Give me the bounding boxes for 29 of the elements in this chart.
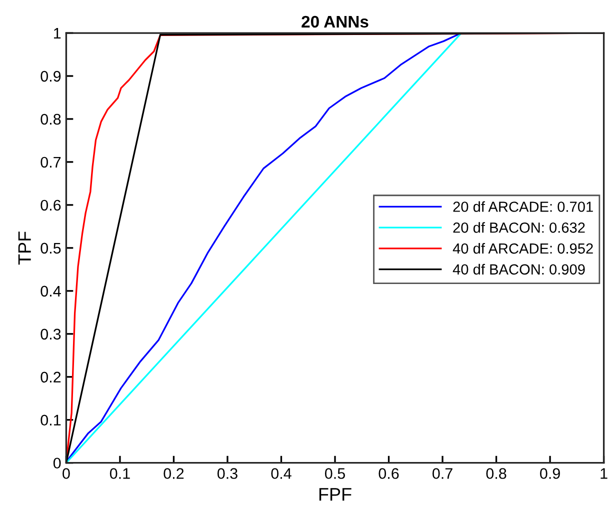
legend-label: 20 df BACON: 0.632 (453, 222, 585, 233)
legend-label: 20 df ARCADE: 0.701 (453, 201, 593, 212)
x-axis-title: FPF (319, 488, 352, 501)
y-tick-label: 1 (54, 28, 61, 39)
x-tick-label: 0.3 (217, 468, 238, 479)
y-tick-label: 0.9 (40, 70, 61, 82)
x-tick-label: 0.6 (378, 468, 399, 479)
x-tick-label: 0.4 (271, 468, 292, 479)
legend-label: 40 df ARCADE: 0.952 (452, 242, 593, 254)
x-tick-label: 1 (600, 468, 608, 479)
x-tick-label: 0.2 (164, 468, 184, 479)
y-tick-label: 0.5 (40, 242, 61, 254)
x-tick-label: 0.8 (486, 468, 506, 479)
y-tick-label: 0 (53, 458, 61, 469)
x-tick-label: 0 (62, 468, 70, 479)
x-tick-label: 0.9 (540, 468, 560, 479)
y-tick-label: 0.7 (40, 156, 61, 168)
y-tick-label: 0.4 (40, 286, 61, 297)
y-tick-label: 0.2 (40, 372, 61, 383)
x-tick-label: 0.5 (324, 468, 345, 479)
y-axis-title: TPF (18, 232, 31, 265)
chart-title: 20 ANNs (302, 16, 368, 28)
y-tick-label: 0.1 (40, 414, 61, 426)
x-tick-label: 0.7 (432, 468, 452, 479)
legend-label: 40 df BACON: 0.909 (452, 264, 585, 275)
y-tick-label: 0.8 (40, 114, 61, 125)
y-tick-label: 0.6 (40, 200, 61, 211)
x-tick-label: 0.1 (110, 468, 130, 479)
y-tick-label: 0.3 (40, 328, 61, 340)
